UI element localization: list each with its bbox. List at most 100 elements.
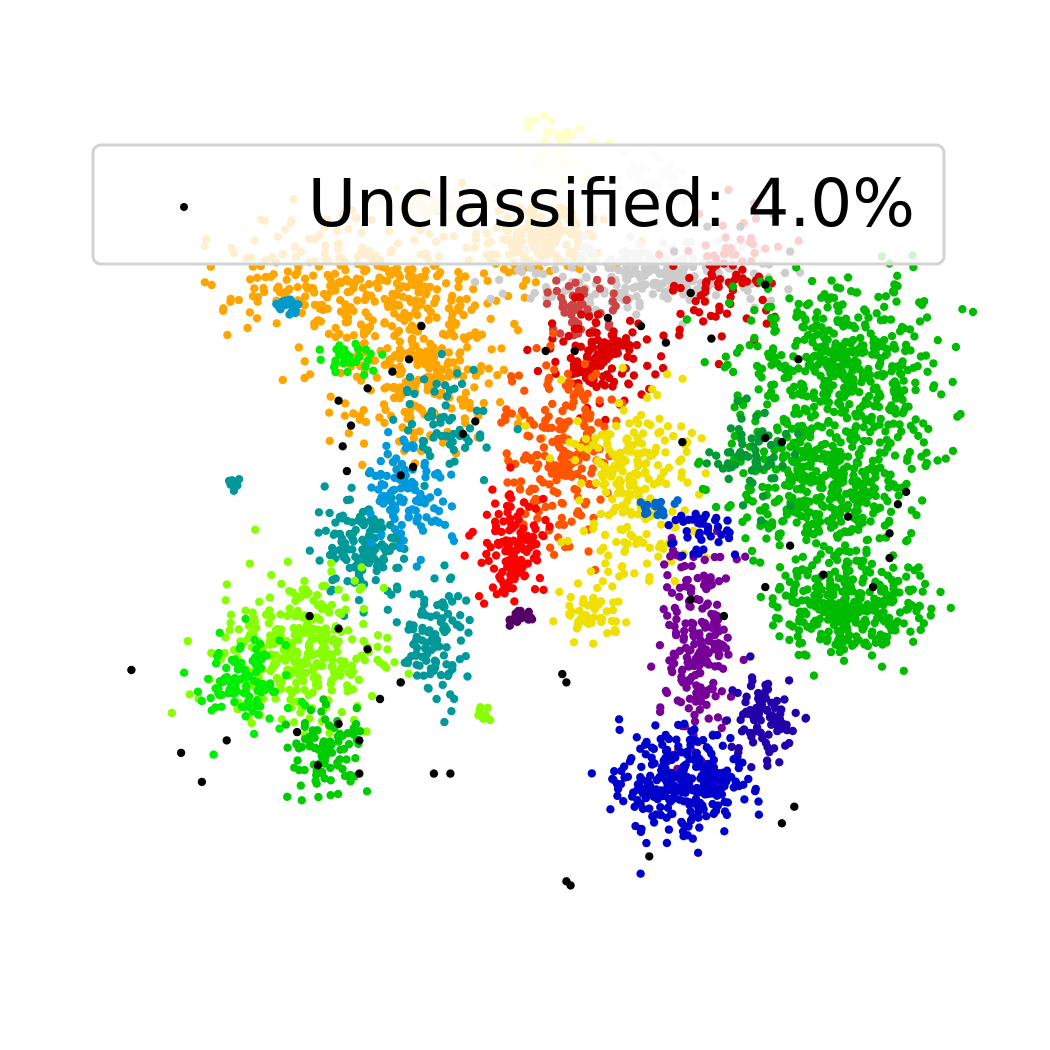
scatter-point bbox=[338, 764, 347, 774]
unclassified-point bbox=[388, 367, 397, 376]
scatter-point bbox=[841, 546, 851, 556]
scatter-point bbox=[776, 529, 785, 538]
scatter-point bbox=[441, 279, 451, 288]
scatter-point bbox=[589, 639, 598, 648]
scatter-point bbox=[472, 406, 482, 415]
scatter-point bbox=[533, 514, 542, 523]
scatter-point bbox=[326, 392, 335, 401]
scatter-point bbox=[440, 561, 449, 570]
scatter-point bbox=[550, 365, 559, 374]
scatter-point bbox=[444, 358, 454, 367]
scatter-point bbox=[287, 307, 296, 316]
scatter-point bbox=[730, 550, 740, 559]
unclassified-point bbox=[375, 694, 385, 704]
scatter-point bbox=[663, 571, 672, 580]
scatter-point bbox=[339, 744, 349, 754]
scatter-point bbox=[752, 723, 762, 732]
scatter-point bbox=[668, 507, 677, 516]
scatter-point bbox=[706, 311, 716, 321]
scatter-point bbox=[734, 425, 743, 434]
scatter-point bbox=[828, 449, 837, 459]
scatter-point bbox=[448, 661, 457, 670]
scatter-point bbox=[430, 387, 439, 396]
scatter-point bbox=[421, 360, 430, 369]
scatter-point bbox=[539, 532, 548, 541]
scatter-point bbox=[824, 627, 833, 636]
scatter-point bbox=[889, 386, 898, 395]
scatter-point bbox=[283, 703, 293, 713]
scatter-point bbox=[418, 436, 427, 446]
scatter-point bbox=[282, 275, 291, 284]
scatter-point bbox=[712, 513, 721, 523]
scatter-point bbox=[794, 299, 803, 309]
scatter-point bbox=[337, 663, 346, 673]
scatter-point bbox=[812, 494, 821, 503]
scatter-point bbox=[958, 305, 967, 314]
scatter-point bbox=[369, 366, 378, 375]
scatter-point bbox=[922, 313, 932, 322]
scatter-point bbox=[801, 315, 810, 324]
scatter-point bbox=[746, 652, 755, 661]
scatter-point bbox=[341, 300, 350, 309]
scatter-point bbox=[447, 532, 457, 541]
scatter-point bbox=[635, 298, 644, 307]
scatter-point bbox=[416, 555, 425, 565]
scatter-point bbox=[541, 416, 550, 425]
scatter-point bbox=[758, 734, 767, 743]
scatter-point bbox=[802, 535, 811, 545]
scatter-point bbox=[357, 563, 366, 572]
scatter-point bbox=[620, 547, 629, 557]
scatter-point bbox=[598, 473, 608, 482]
scatter-point bbox=[335, 341, 344, 350]
scatter-point bbox=[305, 732, 314, 742]
scatter-point bbox=[756, 716, 765, 725]
scatter-point bbox=[750, 306, 759, 315]
scatter-point bbox=[489, 564, 499, 573]
scatter-point bbox=[612, 479, 621, 488]
unclassified-point bbox=[843, 512, 853, 521]
scatter-point bbox=[444, 320, 454, 329]
scatter-point bbox=[570, 456, 580, 465]
scatter-point bbox=[730, 403, 739, 412]
scatter-point bbox=[856, 333, 865, 343]
scatter-point bbox=[253, 273, 262, 282]
scatter-point bbox=[325, 508, 334, 518]
scatter-point bbox=[368, 316, 377, 325]
scatter-point bbox=[494, 509, 503, 519]
scatter-point bbox=[313, 678, 322, 687]
scatter-point bbox=[582, 497, 591, 507]
scatter-point bbox=[604, 445, 613, 454]
scatter-point bbox=[318, 582, 327, 591]
scatter-point bbox=[676, 283, 685, 293]
scatter-point bbox=[509, 569, 518, 578]
scatter-point bbox=[333, 647, 342, 656]
scatter-point bbox=[915, 317, 925, 326]
scatter-point bbox=[702, 277, 711, 286]
scatter-point bbox=[653, 390, 662, 400]
scatter-point bbox=[709, 678, 718, 688]
scatter-point bbox=[612, 421, 621, 431]
scatter-point bbox=[884, 518, 893, 527]
scatter-point bbox=[903, 366, 912, 375]
scatter-point bbox=[727, 742, 736, 752]
scatter-point bbox=[209, 750, 218, 759]
scatter-point bbox=[682, 683, 691, 692]
scatter-point bbox=[629, 428, 639, 437]
scatter-point bbox=[349, 409, 358, 418]
scatter-point bbox=[875, 534, 884, 543]
legend: Unclassified: 4.0% bbox=[91, 143, 946, 266]
scatter-point bbox=[910, 332, 919, 341]
scatter-point bbox=[778, 517, 787, 526]
scatter-point bbox=[415, 589, 424, 599]
scatter-point bbox=[723, 360, 732, 370]
scatter-point bbox=[675, 795, 684, 804]
scatter-point bbox=[625, 341, 634, 350]
scatter-point bbox=[626, 507, 635, 517]
scatter-point bbox=[664, 521, 673, 530]
scatter-point bbox=[519, 455, 529, 464]
scatter-point bbox=[685, 273, 694, 283]
scatter-point bbox=[706, 767, 716, 777]
scatter-point bbox=[724, 533, 734, 543]
scatter-point bbox=[576, 479, 586, 488]
scatter-point bbox=[384, 428, 393, 437]
